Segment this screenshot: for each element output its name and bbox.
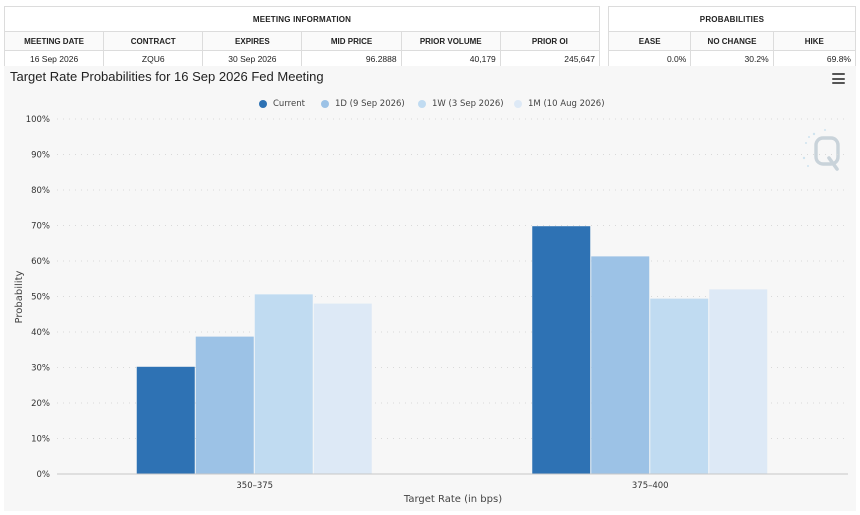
legend-dot-1d (321, 100, 329, 108)
bar[interactable] (254, 294, 313, 474)
y-axis-ticks: 0% 10% 20% 30% 40% 50% 60% 70% 80% 90% 100% (26, 115, 50, 480)
legend-dot-current (259, 100, 267, 108)
x-axis-ticks: 350–375 375–400 (236, 481, 668, 491)
header-ease: EASE (607, 31, 692, 51)
legend-item-1m[interactable]: 1M (10 Aug 2026) (514, 97, 605, 111)
x-axis-title: Target Rate (in bps) (403, 494, 502, 505)
meeting-information-table: MEETING INFORMATION MEETING DATE CONTRAC… (3, 6, 601, 68)
y-tick-label: 70% (31, 222, 50, 232)
bar[interactable] (650, 298, 709, 474)
bar[interactable] (136, 366, 195, 474)
chart-title: Target Rate Probabilities for 16 Sep 202… (10, 69, 324, 84)
header-prior-oi: PRIOR OI (499, 31, 601, 51)
bar[interactable] (532, 226, 591, 474)
bar[interactable] (591, 256, 650, 474)
probabilities-table: PROBABILITIES EASE NO CHANGE HIKE 0.0% 3… (607, 6, 857, 68)
y-tick-label: 50% (31, 293, 50, 303)
y-tick-label: 20% (31, 399, 50, 409)
x-tick-label: 375–400 (632, 481, 669, 491)
bar[interactable] (195, 336, 254, 474)
y-tick-label: 0% (37, 470, 51, 480)
legend-item-1d[interactable]: 1D (9 Sep 2026) (321, 97, 405, 111)
header-hike: HIKE (772, 31, 857, 51)
x-tick-label: 350–375 (236, 481, 273, 491)
y-tick-label: 80% (31, 186, 50, 196)
y-tick-label: 90% (31, 151, 50, 161)
y-axis-title: Probability (14, 270, 25, 323)
y-tick-label: 40% (31, 328, 50, 338)
legend-label-1m: 1M (10 Aug 2026) (528, 99, 605, 109)
hamburger-menu-icon[interactable] (832, 73, 845, 84)
header-contract: CONTRACT (103, 31, 204, 51)
header-prior-volume: PRIOR VOLUME (400, 31, 501, 51)
y-tick-label: 100% (26, 115, 50, 125)
legend-item-current[interactable]: Current (259, 97, 305, 111)
legend-item-1w[interactable]: 1W (3 Sep 2026) (418, 97, 504, 111)
bar[interactable] (313, 303, 372, 474)
y-tick-label: 10% (31, 435, 50, 445)
q-logo-icon (802, 129, 840, 171)
y-tick-label: 60% (31, 257, 50, 267)
bars (136, 226, 768, 474)
legend-dot-1m (514, 100, 522, 108)
legend-dot-1w (418, 100, 426, 108)
bar[interactable] (709, 289, 768, 474)
header-meeting-date: MEETING DATE (3, 31, 105, 51)
header-no-change: NO CHANGE (690, 31, 774, 51)
header-mid-price: MID PRICE (301, 31, 402, 51)
legend-label-1w: 1W (3 Sep 2026) (432, 99, 504, 109)
y-tick-label: 30% (31, 364, 50, 374)
header-expires: EXPIRES (202, 31, 303, 51)
legend-label-1d: 1D (9 Sep 2026) (335, 99, 405, 109)
legend-label-current: Current (273, 99, 305, 109)
